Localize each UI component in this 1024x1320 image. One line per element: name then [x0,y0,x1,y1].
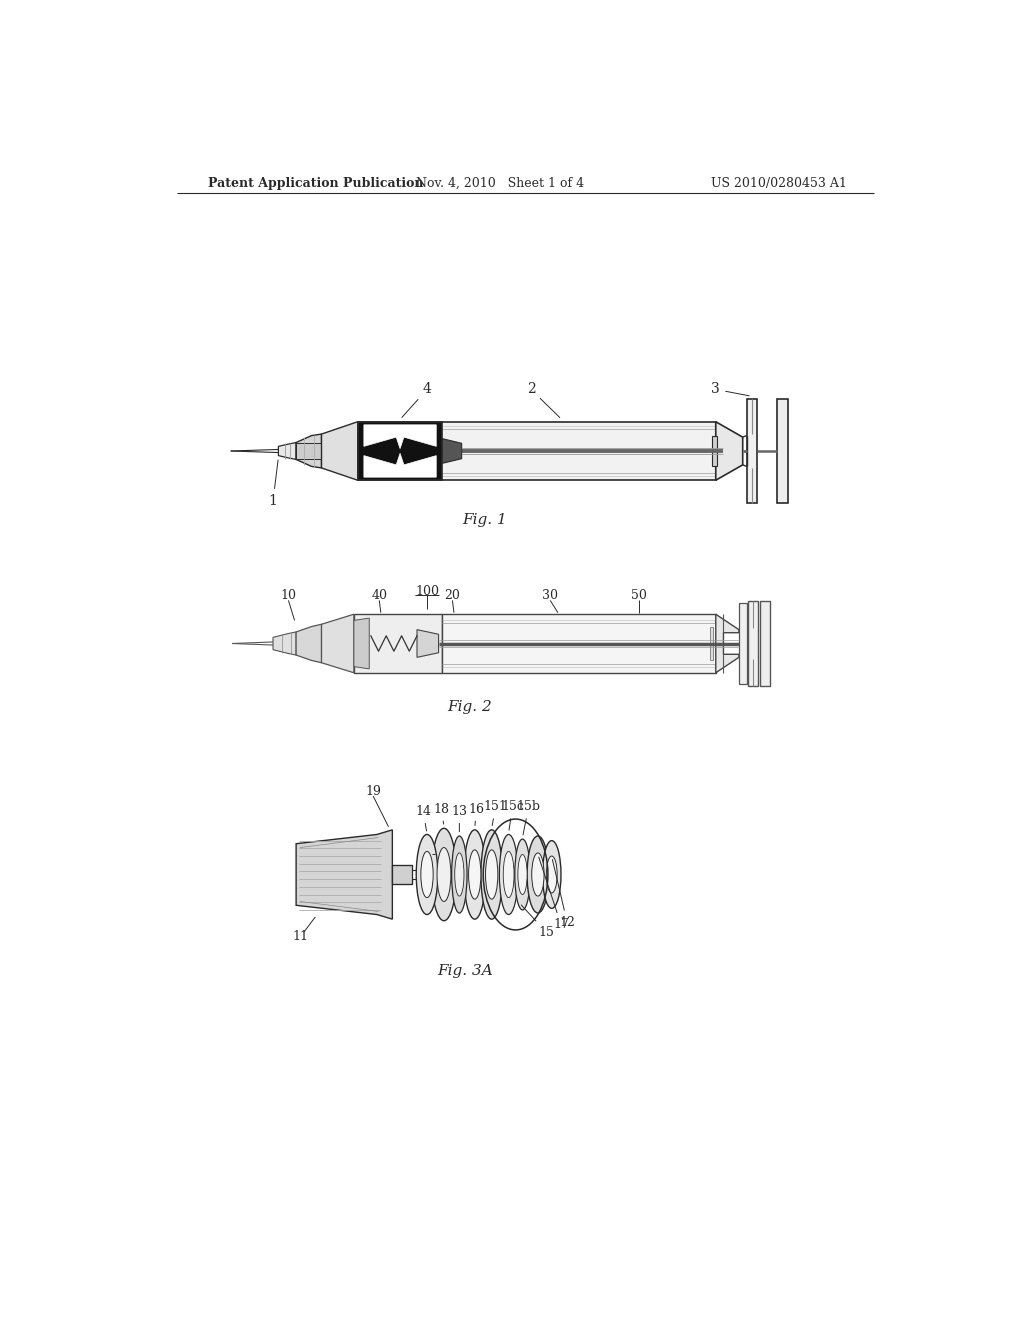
Polygon shape [364,453,436,478]
Text: Fig. 3A: Fig. 3A [437,964,494,978]
Text: 20: 20 [444,589,461,602]
Ellipse shape [481,830,503,919]
Ellipse shape [543,841,561,908]
Ellipse shape [452,836,467,913]
Bar [746,399,758,503]
Ellipse shape [518,854,527,895]
Bar [777,399,788,503]
Polygon shape [296,830,392,919]
Text: 15b: 15b [517,800,541,834]
Text: 15c: 15c [501,800,524,830]
Ellipse shape [432,829,457,921]
Bar [710,627,714,660]
Text: 50: 50 [631,589,647,602]
Bar [442,614,716,673]
Polygon shape [296,434,322,469]
Bar [712,436,717,466]
Bar [296,442,322,459]
Ellipse shape [469,850,481,899]
Text: 12: 12 [552,859,575,929]
Text: Fig. 2: Fig. 2 [447,700,492,714]
Text: Patent Application Publication: Patent Application Publication [208,177,423,190]
Polygon shape [417,630,438,657]
Text: 11: 11 [292,929,308,942]
Text: US 2010/0280453 A1: US 2010/0280453 A1 [711,177,847,190]
Text: 17: 17 [539,857,569,931]
Text: Nov. 4, 2010   Sheet 1 of 4: Nov. 4, 2010 Sheet 1 of 4 [416,177,585,190]
Ellipse shape [500,834,518,915]
Text: 100: 100 [415,585,439,598]
Text: 151: 151 [483,800,508,825]
Polygon shape [279,442,296,459]
Ellipse shape [547,857,557,894]
Ellipse shape [485,850,498,899]
Text: 13: 13 [452,805,467,832]
Polygon shape [442,438,462,463]
Bar [354,614,442,673]
Polygon shape [296,624,322,663]
Ellipse shape [515,840,530,909]
Text: 4: 4 [401,383,431,417]
Ellipse shape [464,830,485,919]
Ellipse shape [416,834,438,915]
Polygon shape [364,425,436,449]
Ellipse shape [527,836,549,913]
Polygon shape [322,614,354,673]
Ellipse shape [531,853,544,896]
Text: 18: 18 [433,803,450,824]
Ellipse shape [437,847,451,902]
Text: Fig. 1: Fig. 1 [463,513,507,527]
Ellipse shape [455,853,464,896]
Bar [749,601,758,686]
Text: 10: 10 [281,589,296,602]
Text: 15: 15 [521,906,554,939]
Bar [760,601,770,686]
Text: 14: 14 [415,805,431,832]
Text: 30: 30 [543,589,558,602]
Polygon shape [392,866,412,884]
Text: 2: 2 [526,383,560,417]
Text: 19: 19 [366,785,381,797]
Polygon shape [354,618,370,669]
Bar [357,422,442,480]
Text: 1: 1 [268,459,279,508]
Bar [357,422,716,480]
Polygon shape [322,422,357,480]
Ellipse shape [421,851,433,898]
Text: 16: 16 [468,803,484,825]
Text: 40: 40 [372,589,387,602]
Bar [739,603,746,684]
Polygon shape [716,422,742,480]
Polygon shape [716,614,739,673]
Ellipse shape [503,851,514,898]
Polygon shape [273,632,296,655]
Text: 3: 3 [712,383,750,396]
